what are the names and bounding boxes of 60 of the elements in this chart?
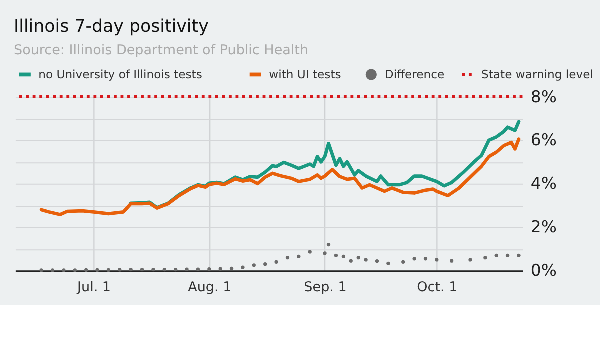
point xyxy=(162,268,166,272)
x-tick-label: Oct. 1 xyxy=(417,280,458,296)
point xyxy=(424,257,428,261)
point xyxy=(412,257,416,261)
source-note: Source: Illinois Department of Public Health xyxy=(14,42,309,58)
point xyxy=(506,254,510,258)
point xyxy=(364,258,368,262)
point xyxy=(517,254,521,258)
point xyxy=(468,258,472,262)
y-tick-label: 4% xyxy=(530,174,557,194)
x-tick-label: Sep. 1 xyxy=(304,280,347,296)
point xyxy=(375,259,380,264)
legend-label: with UI tests xyxy=(269,68,342,82)
point xyxy=(218,267,222,271)
y-tick-label: 8% xyxy=(530,87,557,106)
legend-label: State warning level xyxy=(482,68,594,82)
point xyxy=(96,268,100,272)
point xyxy=(286,256,290,260)
legend-label: Difference xyxy=(384,68,445,82)
point xyxy=(84,268,88,272)
point xyxy=(50,268,55,272)
point xyxy=(356,256,360,260)
point xyxy=(129,268,133,272)
point xyxy=(342,254,346,259)
y-tick-label: 2% xyxy=(530,218,557,237)
point xyxy=(252,264,256,268)
point xyxy=(40,268,44,272)
point xyxy=(152,268,156,272)
point xyxy=(402,260,406,264)
point xyxy=(450,259,454,263)
legend-label: no University of Illinois tests xyxy=(38,68,202,82)
point xyxy=(196,268,200,272)
point xyxy=(264,262,268,266)
x-tick-label: Jul. 1 xyxy=(76,280,112,296)
y-tick-label: 0% xyxy=(530,261,557,280)
y-tick-label: 6% xyxy=(530,130,557,150)
point xyxy=(323,252,327,256)
point xyxy=(140,268,144,272)
point xyxy=(386,262,390,266)
point xyxy=(326,242,331,247)
point xyxy=(334,254,338,258)
point xyxy=(274,260,278,264)
point xyxy=(435,258,439,262)
point xyxy=(308,250,312,254)
x-tick-label: Aug. 1 xyxy=(188,280,232,296)
point xyxy=(62,268,66,272)
point xyxy=(118,268,122,272)
point xyxy=(484,256,488,260)
point xyxy=(208,268,212,272)
point xyxy=(230,266,234,270)
point xyxy=(494,254,498,258)
point xyxy=(106,268,111,272)
chart-title: Illinois 7-day positivity xyxy=(14,17,209,38)
point xyxy=(185,268,189,272)
point xyxy=(349,259,353,263)
point xyxy=(174,268,178,272)
point xyxy=(73,268,77,272)
point xyxy=(297,254,301,259)
point xyxy=(241,266,245,270)
line-series xyxy=(40,138,521,216)
